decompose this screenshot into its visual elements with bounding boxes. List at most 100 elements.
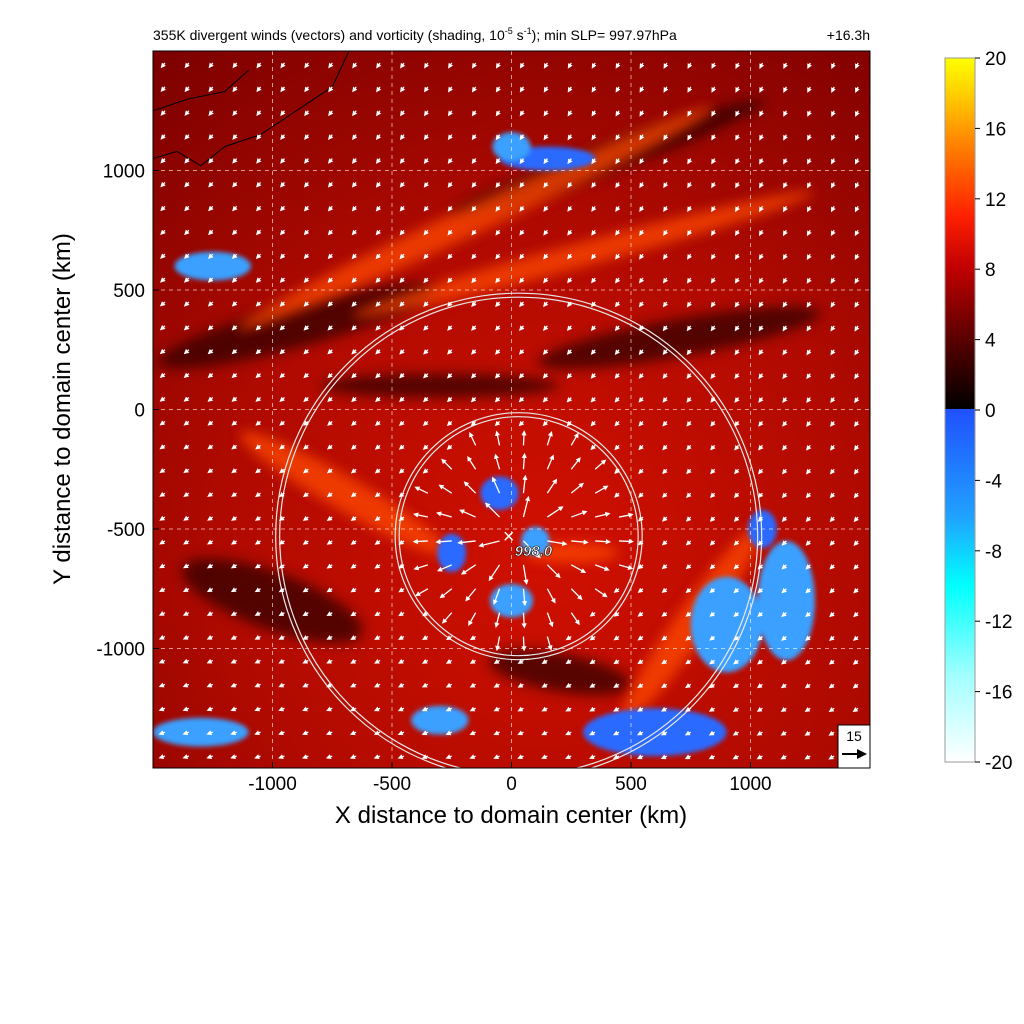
wind-vector (327, 420, 333, 426)
wind-vector (519, 325, 525, 331)
wind-vector (519, 110, 525, 117)
wind-vector (447, 277, 453, 284)
wind-vector (594, 485, 609, 494)
wind-vector (184, 62, 190, 69)
wind-vector (254, 587, 261, 593)
wind-vector (278, 539, 285, 545)
wind-vector (495, 62, 501, 69)
wind-vector (804, 706, 811, 713)
wind-vector (278, 491, 285, 498)
wind-vector (662, 468, 668, 475)
wind-vector (566, 325, 573, 332)
wind-vector (615, 229, 621, 236)
wind-vector (423, 229, 429, 236)
wind-vector (830, 373, 836, 380)
wind-vector (686, 277, 692, 284)
wind-vector (614, 325, 621, 332)
wind-vector (759, 158, 764, 165)
wind-vector (782, 444, 788, 451)
wind-vector (183, 444, 190, 450)
x-tick-label: -500 (373, 774, 411, 795)
wind-vector (374, 444, 381, 450)
wind-vector (804, 659, 811, 665)
x-axis: -1000 -500 0 500 1000 (248, 762, 772, 795)
wind-vector (375, 396, 381, 403)
wind-vector (435, 539, 452, 545)
wind-vector (710, 349, 716, 356)
wind-vector (589, 706, 596, 712)
wind-vector (589, 754, 596, 760)
wind-vector (158, 658, 166, 664)
wind-vector (757, 587, 764, 594)
wind-vector (710, 397, 716, 403)
wind-vector (413, 512, 428, 518)
colorbar-tick-label: 8 (985, 260, 996, 281)
wind-vector (279, 253, 286, 260)
wind-vector (854, 182, 860, 189)
wind-vector (350, 444, 357, 450)
wind-vector (398, 539, 405, 545)
wind-vector (782, 349, 788, 356)
wind-vector (495, 182, 501, 188)
wind-vector (494, 453, 501, 470)
wind-vector (230, 682, 237, 688)
wind-vector (351, 372, 357, 379)
wind-vector (159, 539, 166, 545)
y-tick-label: 0 (134, 401, 145, 422)
colorbar-tick-label: 20 (985, 49, 1006, 70)
wind-vector (758, 349, 764, 356)
wind-vector (208, 86, 214, 93)
wind-vector (460, 564, 477, 575)
wind-vector (542, 420, 549, 427)
wind-vector (206, 634, 214, 640)
wind-vector (254, 634, 261, 640)
wind-vector (421, 682, 429, 688)
wind-vector (327, 348, 333, 355)
wind-vector (758, 229, 764, 237)
wind-vector (278, 634, 285, 640)
wind-vector (278, 515, 285, 521)
wind-vector (495, 110, 501, 117)
wind-vector (183, 539, 190, 545)
wind-vector (685, 516, 692, 522)
wind-vector (445, 730, 453, 736)
wind-vector (158, 682, 166, 688)
wind-vector (567, 134, 573, 141)
wind-vector (423, 372, 429, 379)
wind-vector (756, 730, 763, 736)
wind-vector (757, 611, 763, 618)
wind-vector (855, 86, 860, 93)
coastline-path (153, 69, 249, 112)
wind-vector (375, 349, 381, 355)
wind-vector (565, 730, 572, 736)
wind-vector (373, 730, 381, 736)
wind-vector (232, 110, 238, 116)
wind-vector (303, 325, 310, 331)
wind-vector (397, 730, 405, 736)
wind-vector (804, 730, 811, 736)
wind-vector (781, 540, 788, 546)
wind-vector (183, 277, 190, 283)
wind-vector (471, 229, 477, 236)
wind-vector (207, 396, 214, 402)
wind-vector (160, 86, 166, 93)
wind-vector (806, 444, 812, 451)
wind-vector (639, 182, 645, 189)
wind-vector (708, 730, 715, 736)
x-tick-label: -1000 (248, 774, 297, 795)
wind-vector (522, 540, 541, 559)
wind-vector (830, 301, 836, 308)
wind-vector (831, 158, 836, 165)
wind-vector (280, 62, 286, 69)
wind-vector (639, 229, 645, 236)
wind-vector (208, 158, 214, 164)
wind-vector (782, 206, 788, 213)
wind-vector (781, 587, 787, 594)
wind-vector (709, 611, 716, 617)
wind-vector (757, 516, 764, 522)
wind-vector (350, 515, 357, 522)
wind-vector (325, 754, 333, 760)
wind-vector (567, 182, 573, 189)
wind-vector (758, 397, 764, 403)
wind-vector (302, 587, 309, 593)
